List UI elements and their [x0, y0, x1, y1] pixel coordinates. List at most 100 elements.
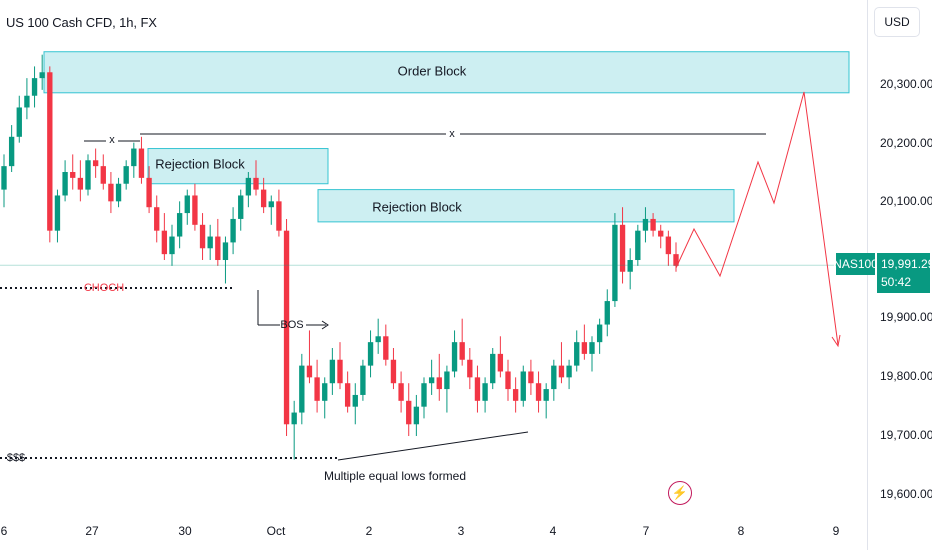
time-axis-label: Oct	[266, 524, 286, 538]
price-axis-label: 19,800.00	[880, 369, 932, 383]
candle-body	[260, 189, 267, 208]
candle-body	[390, 359, 397, 384]
candle-body	[131, 148, 137, 167]
candle-body	[39, 72, 45, 79]
candle-body	[154, 207, 160, 231]
equal-lows-label: Multiple equal lows formed	[323, 469, 467, 483]
price-axis-label: 20,200.00	[880, 136, 932, 150]
candle-body	[314, 377, 320, 401]
candle-body	[665, 236, 672, 255]
candle-body	[367, 342, 374, 366]
x-marker: x	[109, 134, 115, 146]
current-price-tag: 19,991.29 50:42	[877, 253, 932, 293]
candle-body	[100, 166, 106, 184]
candle-body	[169, 236, 175, 255]
zone-rect	[147, 148, 329, 185]
time-axis-label: 9	[832, 524, 840, 538]
candle-body	[673, 254, 679, 266]
candle-body	[574, 342, 580, 366]
rejection-block-label: Rejection Block	[372, 199, 462, 215]
candle-body	[482, 383, 488, 401]
liquidity-label: $$$	[6, 452, 26, 464]
candle-body	[108, 183, 114, 202]
candle-body	[24, 95, 30, 108]
candle-body	[467, 359, 473, 378]
price-axis-label: 19,600.00	[880, 487, 932, 501]
candle-body	[199, 224, 206, 249]
candle-body	[70, 172, 76, 178]
price-axis-label: 19,700.00	[880, 428, 932, 442]
candle-body	[451, 342, 458, 372]
candle-body	[16, 107, 22, 137]
candle-body	[115, 183, 122, 202]
time-axis-label: 6	[0, 524, 8, 538]
candle-body	[444, 371, 450, 390]
candle-body	[54, 195, 61, 231]
candle-body	[581, 342, 588, 354]
candle-body	[589, 342, 595, 354]
time-axis-label: 27	[85, 524, 99, 538]
current-price-value: 19,991.29	[881, 257, 932, 271]
chart-title: US 100 Cash CFD, 1h, FX	[6, 15, 157, 30]
candle-body	[207, 236, 213, 249]
candle-body	[619, 224, 626, 272]
candle-body	[62, 172, 68, 196]
candle-body	[398, 383, 404, 401]
candle-body	[658, 230, 664, 237]
price-axis-label: 20,300.00	[880, 77, 932, 91]
candle-body	[627, 260, 633, 272]
choch-label: CHOCH	[83, 282, 125, 294]
x-marker: x	[449, 128, 455, 140]
price-axis-label: 19,900.00	[880, 310, 932, 324]
candle-body	[184, 195, 190, 214]
candle-body	[31, 78, 38, 96]
bos-label: BOS	[280, 319, 304, 331]
price-axis-separator	[867, 0, 868, 550]
candle-body	[604, 301, 610, 325]
candle-body	[1, 166, 7, 190]
candle-body	[474, 377, 481, 401]
candle-body	[520, 371, 526, 401]
candle-body	[535, 383, 542, 401]
time-axis-label: 4	[549, 524, 557, 538]
candle-body	[375, 336, 381, 343]
candle-body	[92, 160, 99, 167]
candle-body	[406, 400, 412, 425]
candle-body	[383, 336, 389, 360]
candle-body	[192, 195, 198, 225]
price-chart[interactable]	[0, 0, 868, 550]
candle-body	[337, 359, 343, 384]
candle-body	[299, 365, 305, 413]
candle-body	[253, 177, 259, 190]
candle-body	[215, 236, 221, 261]
bos-arrow-head	[321, 320, 329, 330]
candle-body	[436, 377, 442, 390]
candle-body	[268, 201, 274, 208]
candle-body	[421, 383, 427, 407]
candle-body	[352, 394, 358, 407]
candle-body	[146, 177, 152, 208]
candle-body	[283, 230, 290, 425]
candle-body	[596, 324, 603, 343]
candle-body	[428, 377, 435, 384]
lightning-icon[interactable]: ⚡	[668, 481, 692, 505]
candle-body	[47, 72, 53, 231]
candle-body	[612, 224, 618, 302]
time-axis-label: 7	[642, 524, 650, 538]
candle-body	[650, 218, 656, 231]
candle-body	[138, 148, 145, 178]
projection-arrow-head	[831, 334, 841, 348]
currency-button[interactable]: USD	[874, 7, 920, 37]
candle-body	[238, 195, 244, 219]
time-axis-label: 30	[178, 524, 192, 538]
time-axis-label: 3	[457, 524, 465, 538]
candle-body	[291, 412, 297, 425]
candle-body	[551, 365, 557, 390]
candle-body	[85, 160, 91, 190]
candle-body	[505, 371, 511, 390]
candle-body	[161, 230, 168, 255]
candle-body	[8, 136, 15, 167]
candle-body	[413, 406, 420, 425]
candle-body	[558, 365, 565, 378]
candle-body	[490, 353, 496, 384]
